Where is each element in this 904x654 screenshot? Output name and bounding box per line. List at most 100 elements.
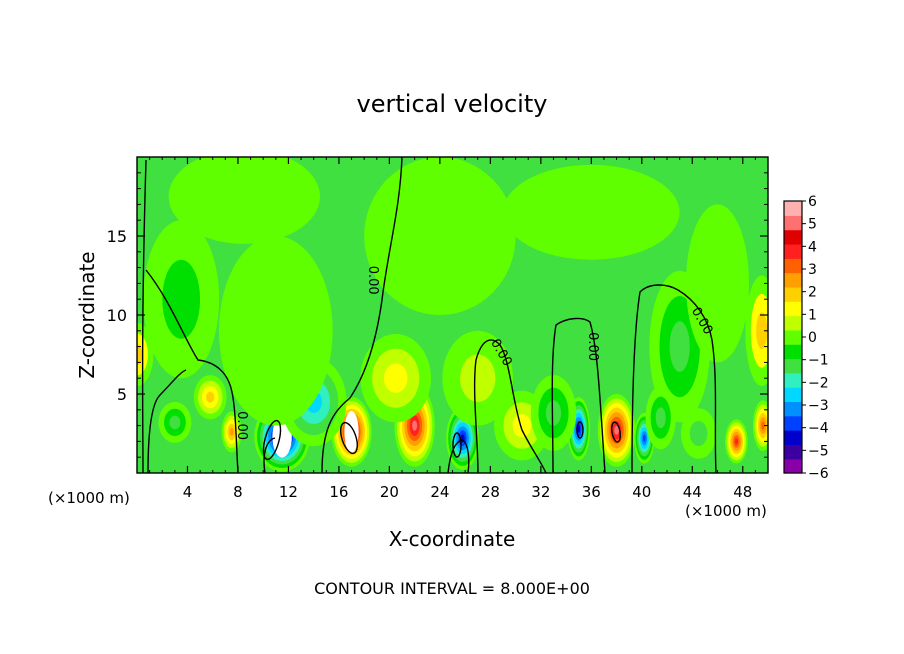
colorbar-swatch	[784, 401, 802, 417]
velocity-level-fill	[669, 321, 690, 372]
x-axis-label: X-coordinate	[389, 527, 516, 551]
velocity-cell	[168, 157, 320, 244]
colorbar-swatch	[784, 372, 802, 388]
colorbar-swatch	[784, 301, 802, 317]
contour-line	[551, 317, 606, 473]
contour-line	[147, 369, 187, 473]
velocity-cell	[193, 375, 227, 420]
colorbar-tick-label: −6	[808, 466, 829, 482]
velocity-level-fill	[614, 425, 619, 435]
velocity-level-fill	[206, 391, 215, 403]
x-tick-label: 16	[329, 483, 348, 501]
colorbar-tick-label: 0	[808, 330, 817, 346]
contour-line	[610, 421, 622, 443]
x-tick-label: 20	[380, 483, 399, 501]
colorbar-tick-label: −1	[808, 353, 829, 369]
plot-area: 0.000.000.00 0.000.00	[137, 157, 768, 473]
velocity-level-fill	[168, 157, 320, 244]
contour-line	[473, 339, 547, 473]
colorbar-swatch	[784, 229, 802, 245]
velocity-level-fill	[137, 344, 143, 365]
velocity-cell	[143, 220, 220, 379]
contour-line	[576, 421, 584, 439]
velocity-cell	[686, 204, 749, 363]
x-tick-label: 4	[183, 483, 193, 501]
contour-line	[447, 439, 470, 473]
velocity-level-fill	[756, 312, 768, 350]
contour-label: 0.00	[234, 411, 249, 440]
x-tick-label: 32	[531, 483, 550, 501]
y-axis-label: Z-coordinate	[75, 251, 99, 378]
velocity-cell	[725, 419, 748, 464]
colorbar-swatch	[784, 358, 802, 374]
contour-interval-note: CONTOUR INTERVAL = 8.000E+00	[314, 579, 590, 598]
colorbar-swatch	[784, 415, 802, 431]
x-tick-label: 40	[632, 483, 651, 501]
x-tick-label: 8	[233, 483, 243, 501]
x-tick-label: 24	[430, 483, 449, 501]
velocity-level-fill	[364, 157, 516, 315]
velocity-cell	[360, 334, 432, 423]
velocity-peak-fill	[344, 411, 359, 453]
velocity-level-fill	[512, 414, 532, 438]
velocity-cell	[442, 330, 513, 426]
x-tick-label: 28	[481, 483, 500, 501]
contour-line	[141, 159, 147, 473]
colorbar-swatch	[784, 387, 802, 403]
velocity-level-fill	[734, 438, 739, 445]
chart-title: vertical velocity	[357, 90, 548, 118]
colorbar-swatch	[784, 201, 802, 216]
colorbar-tick-label: −2	[808, 375, 829, 391]
velocity-cell	[745, 275, 768, 387]
velocity-cell	[364, 157, 516, 315]
colorbar-swatch	[784, 344, 802, 360]
x-unit-left: (×1000 m)	[48, 489, 130, 507]
colorbar-swatch	[784, 444, 802, 460]
contour-label: 0.00	[585, 332, 600, 361]
colorbar: 6 5 4 3 2 1 0 −1 −2 −3 −4 −5 −6	[783, 194, 829, 482]
velocity-level-fill	[686, 204, 749, 363]
colorbar-swatch	[784, 272, 802, 288]
velocity-cell	[158, 401, 192, 443]
velocity-level-fill	[383, 363, 408, 393]
colorbar-swatch	[784, 286, 802, 302]
zero-contour-lines	[141, 157, 717, 473]
y-tick-label: 5	[117, 385, 127, 404]
colorbar-tick-label: −4	[808, 421, 829, 437]
contour-line	[263, 437, 276, 473]
contour-line	[631, 284, 717, 473]
velocity-level-fill	[545, 400, 562, 426]
x-tick-label: 48	[733, 483, 752, 501]
colorbar-tick-label: −3	[808, 398, 829, 414]
colorbar-swatch	[784, 430, 802, 445]
colorbar-swatch	[784, 458, 802, 474]
colorbar-tick-label: −5	[808, 443, 829, 459]
x-unit-right: (×1000 m)	[685, 502, 767, 520]
velocity-level-fill	[503, 164, 680, 260]
velocity-cell	[503, 164, 680, 260]
velocity-level-fill	[169, 415, 181, 430]
colorbar-tick-label: 3	[808, 262, 817, 278]
colorbar-tick-label: 4	[808, 239, 817, 255]
velocity-level-fill	[460, 354, 496, 402]
x-tick-label: 36	[582, 483, 601, 501]
colorbar-tick-label: 2	[808, 285, 817, 301]
velocity-level-fill	[655, 407, 666, 429]
contour-line	[145, 269, 239, 473]
y-tick-label: 10	[107, 306, 127, 325]
velocity-level-fill	[162, 259, 201, 339]
contour-line	[452, 432, 462, 458]
velocity-cell	[645, 386, 676, 450]
velocity-cell	[530, 375, 577, 451]
velocity-cell	[680, 408, 717, 459]
x-tick-label: 44	[683, 483, 702, 501]
velocity-level-fill	[761, 421, 765, 430]
velocity-cell	[218, 235, 333, 426]
velocity-cell	[752, 400, 768, 451]
contour-line	[262, 419, 282, 461]
colorbar-swatch	[784, 329, 802, 345]
colorbar-swatch	[784, 215, 802, 231]
contour-label: 0.00	[365, 266, 380, 295]
contour-line	[321, 157, 403, 473]
